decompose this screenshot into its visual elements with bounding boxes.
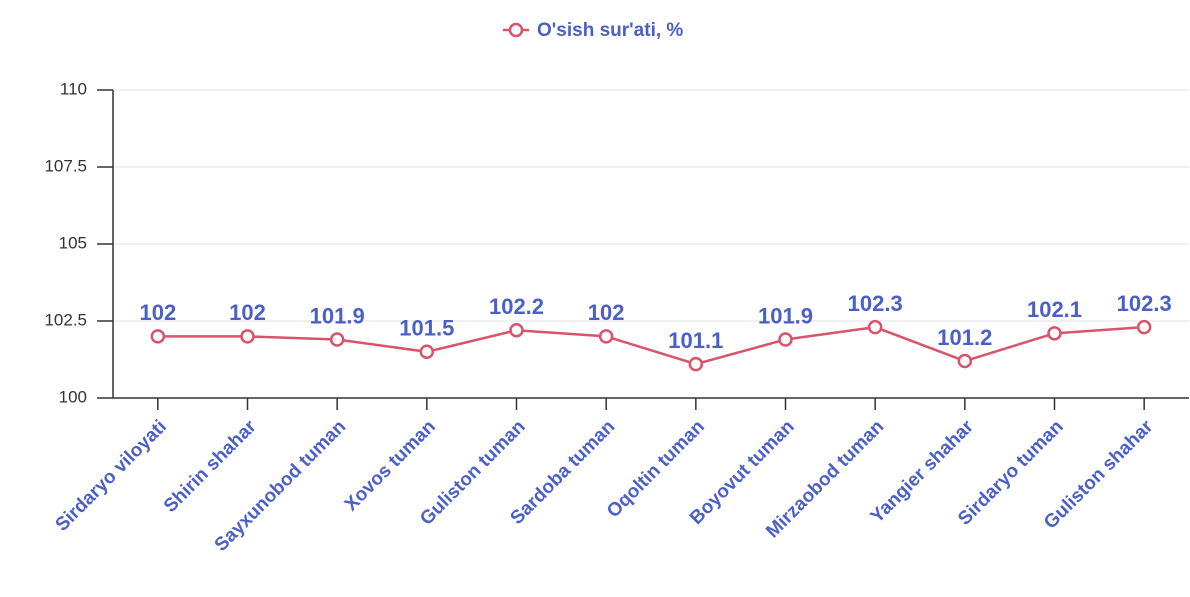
point	[509, 322, 524, 338]
point	[1047, 326, 1062, 341]
point	[778, 332, 793, 347]
y-tick-label: 102.5	[44, 310, 87, 329]
legend: O'sish sur'ati, %	[503, 20, 683, 41]
point	[957, 353, 973, 369]
point	[150, 329, 166, 344]
point	[598, 329, 614, 344]
point	[240, 329, 255, 344]
y-tick-label: 100	[59, 387, 87, 406]
point	[867, 319, 883, 335]
x-tick-label: Xovos tuman	[341, 416, 440, 515]
point	[1136, 319, 1152, 335]
legend-marker	[508, 22, 524, 38]
data-label: 102.3	[1117, 291, 1172, 316]
data-label: 101.9	[310, 303, 365, 328]
x-tick-label: Shirin shahar	[160, 416, 261, 517]
data-label: 101.5	[399, 316, 454, 341]
data-label: 102.1	[1027, 297, 1082, 322]
point	[419, 344, 435, 360]
data-label: 102	[588, 300, 625, 325]
series-line	[157, 325, 1145, 366]
legend-label: O'sish sur'ati, %	[537, 20, 683, 41]
data-label: 102.2	[489, 294, 544, 319]
data-label: 102	[139, 300, 176, 325]
data-label: 101.2	[937, 325, 992, 350]
data-label: 102.3	[848, 291, 903, 316]
point	[688, 356, 704, 372]
point	[329, 332, 345, 347]
data-label: 101.1	[668, 328, 723, 353]
x-tick-label: Sirdaryo viloyati	[52, 416, 171, 535]
y-tick-label: 105	[59, 233, 87, 252]
data-label: 102	[229, 300, 266, 325]
y-tick-label: 110	[60, 79, 87, 98]
y-tick-label: 107.5	[44, 156, 87, 175]
data-label: 101.9	[758, 303, 813, 328]
